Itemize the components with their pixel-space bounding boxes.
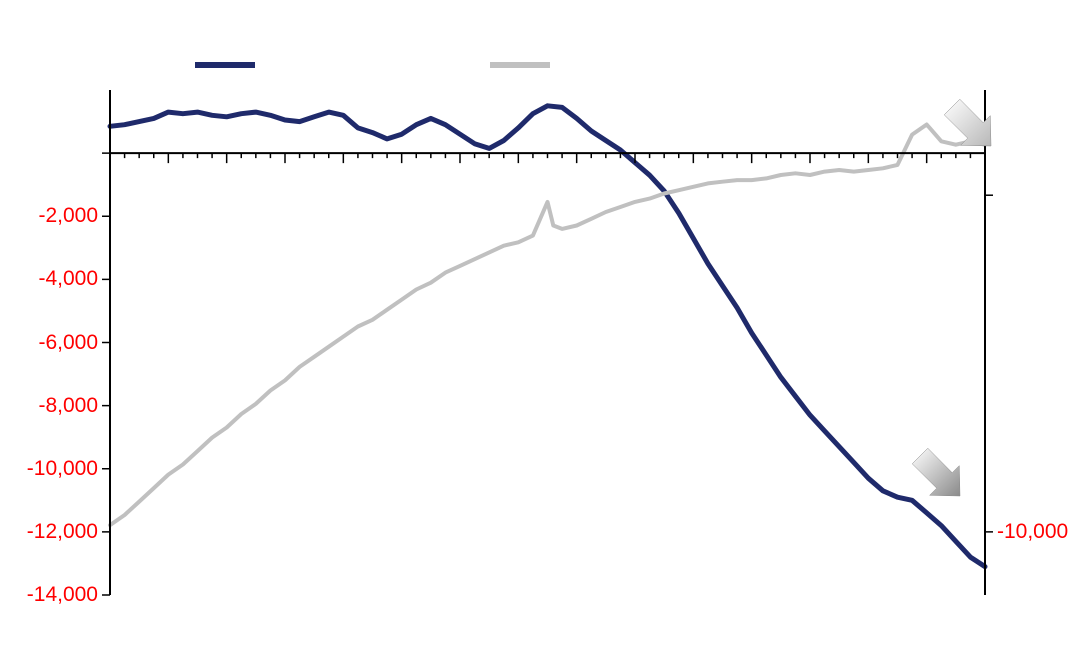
right-axis-label: -10,000 [997, 520, 1068, 544]
left-axis-tick-label: -8,000 [38, 394, 98, 418]
chart-svg [0, 0, 1080, 662]
left-axis-tick-label: -10,000 [27, 457, 98, 481]
left-axis-tick-label: -14,000 [27, 583, 98, 607]
left-axis-tick-label: -2,000 [38, 204, 98, 228]
legend-swatch-2 [490, 62, 550, 68]
left-axis-tick-label: -12,000 [27, 520, 98, 544]
left-axis-tick-label: -6,000 [38, 331, 98, 355]
left-axis-tick-label: -4,000 [38, 267, 98, 291]
chart-container: -2,000 -4,000 -6,000 -8,000 -10,000 -12,000 -1… [0, 0, 1080, 662]
legend-item-2 [490, 62, 550, 68]
legend-item-1 [195, 62, 255, 68]
legend-swatch-1 [195, 62, 255, 68]
